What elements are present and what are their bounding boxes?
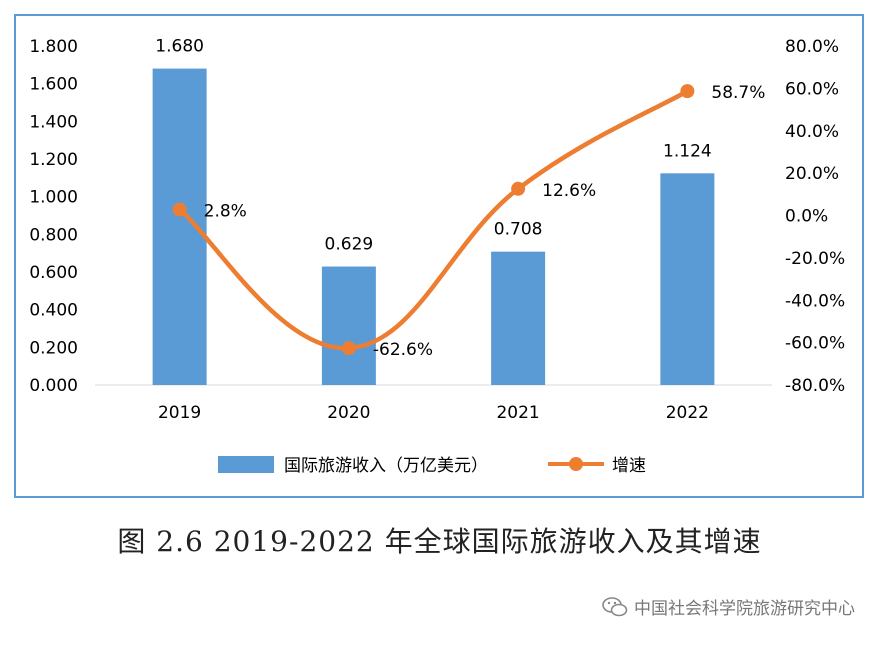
legend-line-marker (569, 457, 583, 471)
bar-value-label: 1.680 (155, 37, 204, 57)
x-axis-tick-label: 2019 (158, 403, 201, 423)
line-series: 2.8% -62.6% 12.6% 58.7% (172, 83, 765, 360)
left-axis: 0.000 0.200 0.400 0.600 0.800 1.000 1.200 1.400… (29, 37, 78, 396)
right-axis-tick-label: -80.0% (785, 376, 845, 396)
left-axis-tick-label: 1.200 (29, 150, 78, 170)
line-point (172, 202, 187, 217)
left-axis-tick-label: 0.400 (29, 301, 78, 321)
figure-caption: 图 2.6 2019-2022 年全球国际旅游收入及其增速 (117, 525, 762, 558)
line-value-label: 58.7% (711, 83, 765, 103)
left-axis-tick-label: 1.000 (29, 188, 78, 208)
wechat-icon (602, 596, 628, 616)
right-axis-tick-label: 40.0% (785, 122, 839, 142)
legend-line-label: 增速 (612, 456, 646, 476)
right-axis-tick-label: -20.0% (785, 249, 845, 269)
bar (660, 173, 715, 385)
left-axis-tick-label: 1.400 (29, 112, 78, 132)
line-value-label: 2.8% (204, 202, 247, 222)
bar-value-label: 0.629 (325, 235, 374, 255)
left-axis-tick-label: 0.200 (29, 338, 78, 358)
legend-bar-swatch (218, 456, 274, 473)
growth-line (177, 88, 690, 351)
left-axis-tick-label: 0.600 (29, 263, 78, 283)
left-axis-tick-label: 0.000 (29, 376, 78, 396)
legend-bar-label: 国际旅游收入（万亿美元） (284, 456, 488, 476)
line-point (341, 341, 356, 356)
x-axis-tick-label: 2021 (496, 403, 539, 423)
line-point (511, 181, 526, 196)
bar-value-label: 1.124 (663, 141, 712, 161)
right-axis-tick-label: -60.0% (785, 334, 845, 354)
line-point (680, 84, 695, 99)
bar-series: 1.680 0.629 0.708 1.124 (152, 37, 715, 385)
x-axis-tick-label: 2022 (666, 403, 709, 423)
bar (321, 266, 376, 385)
left-axis-tick-label: 0.800 (29, 225, 78, 245)
right-axis-tick-label: 80.0% (785, 37, 839, 57)
right-axis-tick-label: 20.0% (785, 164, 839, 184)
right-axis-tick-label: -40.0% (785, 291, 845, 311)
bar-value-label: 0.708 (494, 220, 543, 240)
line-value-label: 12.6% (542, 181, 596, 201)
right-axis: -80.0% -60.0% -40.0% -20.0% 0.0% 20.0% 40.0% 60… (785, 37, 845, 396)
left-axis-tick-label: 1.600 (29, 75, 78, 95)
watermark: 中国社会科学院旅游研究中心 (602, 594, 855, 619)
left-axis-tick-label: 1.800 (29, 37, 78, 57)
x-axis-tick-label: 2020 (327, 403, 370, 423)
bar (491, 251, 546, 385)
legend: 国际旅游收入（万亿美元） 增速 (218, 456, 646, 476)
x-axis: 2019 2020 2021 2022 (95, 384, 772, 423)
right-axis-tick-label: 60.0% (785, 79, 839, 99)
watermark-text: 中国社会科学院旅游研究中心 (634, 599, 855, 619)
right-axis-tick-label: 0.0% (785, 207, 828, 227)
line-value-label: -62.6% (373, 340, 433, 360)
